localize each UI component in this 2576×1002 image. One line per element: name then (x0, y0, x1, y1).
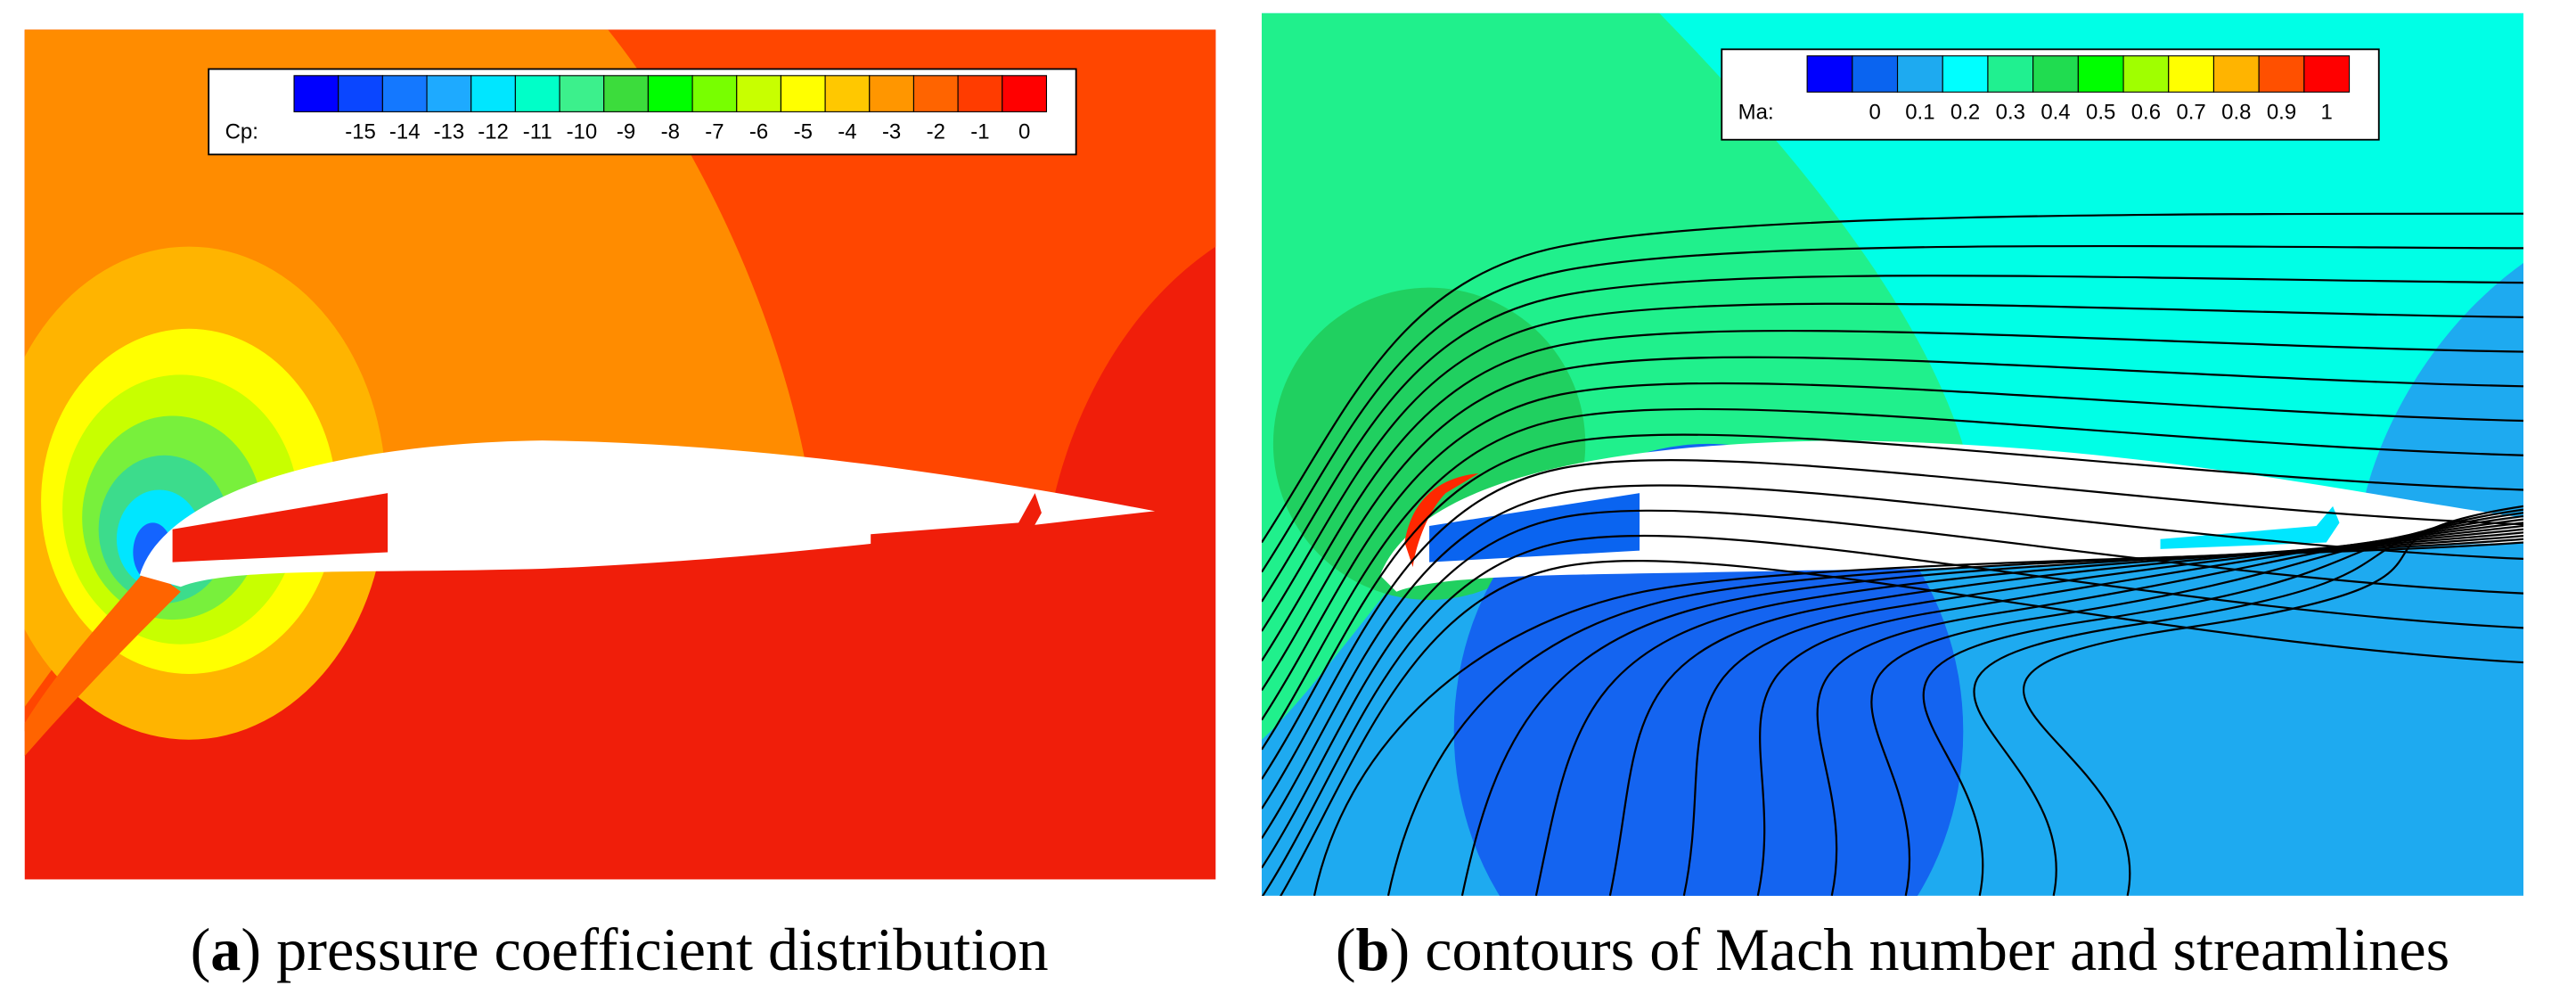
colorbar-tick-label: -12 (478, 120, 509, 144)
colorbar-tick-label: -9 (617, 120, 635, 144)
colorbar-cell (869, 75, 915, 112)
colorbar-cell (1002, 75, 1048, 112)
colorbar-cell (647, 75, 693, 112)
colorbar-tick-label: 0.8 (2221, 101, 2251, 125)
colorbar-cell (293, 75, 339, 112)
streamline (1756, 522, 2523, 896)
streamlines (1262, 212, 2523, 896)
colorbar-cell (1942, 55, 1989, 93)
colorbar-cell (2032, 55, 2079, 93)
colorbar-cell (2168, 55, 2215, 93)
colorbar-tick-label: 0.4 (2040, 101, 2070, 125)
streamline (1262, 356, 2523, 692)
colorbar-cell (2122, 55, 2170, 93)
colorbar-cell (1806, 55, 1853, 93)
colorbar-tick-label: 0 (1018, 120, 1030, 144)
colorbar-cell (381, 75, 428, 112)
streamline (1262, 329, 2523, 661)
mach-contour (1262, 12, 2523, 896)
streamline (1262, 212, 2523, 544)
colorbar-cell (338, 75, 383, 112)
colorbar-tick-label: 0.9 (2267, 101, 2296, 125)
colorbar: Ma: 0 0.1 0.2 0.3 0.4 0.5 0.6 0.7 0.8 0.9 1 (1721, 48, 2380, 141)
streamline (1280, 560, 2523, 896)
colorbar-tick-label: -10 (567, 120, 598, 144)
streamline (2022, 505, 2523, 896)
streamline (1262, 459, 2523, 809)
colorbar-cell (470, 75, 516, 112)
colorbar-tick-label: -6 (749, 120, 768, 144)
streamline (1816, 518, 2523, 896)
caption-label: b (1356, 916, 1390, 983)
colorbar-title: Cp: (225, 120, 258, 144)
colorbar-cell (824, 75, 871, 112)
colorbar-cell (691, 75, 738, 112)
colorbar-tick-label: 0 (1869, 101, 1881, 125)
colorbar-cell (2212, 55, 2260, 93)
colorbar-cell (1852, 55, 1899, 93)
caption-open: ( (1336, 916, 1356, 983)
colorbar-cell (559, 75, 605, 112)
caption: (b) contours of Mach number and streamli… (1336, 916, 2449, 983)
colorbar-cell (780, 75, 826, 112)
colorbar-cell (912, 75, 959, 112)
colorbar-tick-label: -15 (345, 120, 376, 144)
cp-contour (24, 29, 1216, 880)
colorbar-tick-label: -3 (882, 120, 901, 144)
colorbar-tick-label: -7 (705, 120, 724, 144)
caption-label: a (210, 916, 241, 983)
colorbar-tick-label: -2 (927, 120, 945, 144)
colorbar: Cp: -15 -14 -13 -12 -11 -10 -9 -8 -7 -6 -5 -4 -3 -2 -1 0 (208, 68, 1077, 156)
streamline (1262, 244, 2523, 573)
streamline (1262, 382, 2523, 721)
caption-text: ) contours of Mach number and streamline… (1389, 916, 2449, 983)
colorbar-cell (426, 75, 472, 112)
colorbar-tick-label: 0.7 (2176, 101, 2205, 125)
colorbar-cell (1987, 55, 2034, 93)
colorbar-cell (736, 75, 781, 112)
streamline (1262, 534, 2523, 896)
streamline (1922, 512, 2523, 896)
colorbar-tick-label: -5 (794, 120, 813, 144)
captions: (a) pressure coefficient distribution (b)… (191, 916, 2450, 983)
colorbar-tick-label: -13 (434, 120, 465, 144)
colorbar-cell (514, 75, 560, 112)
streamline (1262, 302, 2523, 632)
colorbar-cell (2303, 55, 2351, 93)
colorbar-tick-label: 0.2 (1950, 101, 1980, 125)
streamline (1262, 275, 2523, 603)
colorbar-tick-label: -4 (838, 120, 856, 144)
colorbar-cell (603, 75, 649, 112)
colorbar-tick-label: 0.3 (1996, 101, 2025, 125)
streamline (1262, 484, 2523, 839)
streamline (1262, 433, 2523, 780)
colorbar-cell (957, 75, 1003, 112)
streamline (1973, 508, 2523, 896)
caption-open: ( (191, 916, 211, 983)
colorbar-cell (1896, 55, 1943, 93)
colorbar-tick-label: -1 (970, 120, 989, 144)
colorbar-tick-label: -14 (389, 120, 421, 144)
colorbar-tick-label: -11 (523, 120, 552, 144)
colorbar-tick-label: 1 (2321, 101, 2333, 125)
colorbar-tick-label: -8 (661, 120, 680, 144)
colorbar-cell (2077, 55, 2124, 93)
caption-text: ) pressure coefficient distribution (241, 916, 1048, 983)
streamline (1262, 509, 2523, 869)
colorbar-tick-label: 0.5 (2086, 101, 2115, 125)
colorbar-tick-label: 0.1 (1905, 101, 1934, 125)
streamline (1870, 514, 2523, 896)
colorbar-tick-label: 0.6 (2131, 101, 2161, 125)
colorbar-title: Ma: (1738, 101, 1774, 125)
caption: (a) pressure coefficient distribution (191, 916, 1049, 983)
streamline (1262, 407, 2523, 751)
colorbar-cell (2258, 55, 2305, 93)
